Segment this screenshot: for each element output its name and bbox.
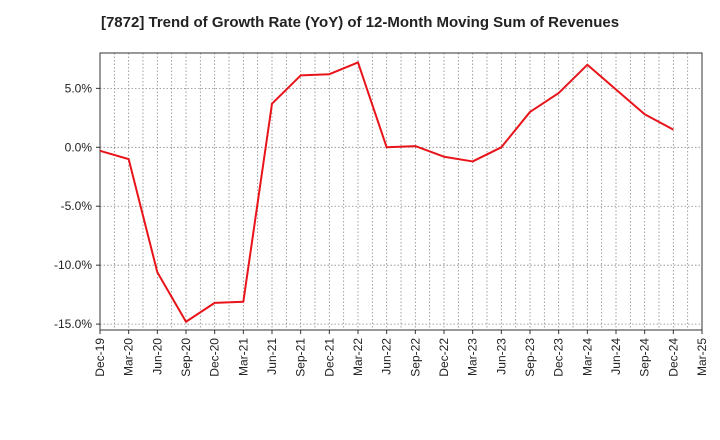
- x-tick-label: Dec-21: [322, 338, 336, 377]
- y-tick-label: -15.0%: [54, 317, 92, 331]
- x-tick-label: Sep-20: [179, 338, 193, 377]
- x-tick-label: Jun-24: [609, 338, 623, 375]
- x-tick-label: Dec-23: [552, 338, 566, 377]
- x-tick-label: Sep-24: [638, 338, 652, 377]
- x-tick-label: Mar-20: [122, 338, 136, 376]
- x-tick-label: Dec-24: [666, 338, 680, 377]
- x-tick-label: Mar-21: [236, 338, 250, 376]
- x-tick-label: Sep-23: [523, 338, 537, 377]
- x-tick-label: Dec-19: [93, 338, 107, 377]
- x-tick-label: Jun-20: [150, 338, 164, 375]
- chart-title: [7872] Trend of Growth Rate (YoY) of 12-…: [100, 14, 620, 31]
- y-tick-label: -10.0%: [54, 258, 92, 272]
- x-tick-label: Mar-25: [695, 338, 709, 376]
- x-tick-label: Dec-20: [208, 338, 222, 377]
- x-tick-label: Mar-24: [580, 338, 594, 376]
- plot-frame: [99, 52, 703, 331]
- x-tick-label: Mar-22: [351, 338, 365, 376]
- x-tick-label: Mar-23: [466, 338, 480, 376]
- y-tick-label: 5.0%: [65, 81, 93, 95]
- y-tick-label: 0.0%: [65, 140, 93, 154]
- x-tick-label: Jun-22: [380, 338, 394, 375]
- x-tick-label: Jun-23: [494, 338, 508, 375]
- x-tick-label: Sep-21: [294, 338, 308, 377]
- x-tick-label: Sep-22: [408, 338, 422, 377]
- y-tick-label: -5.0%: [61, 199, 93, 213]
- x-tick-label: Dec-22: [437, 338, 451, 377]
- x-tick-label: Jun-21: [265, 338, 279, 375]
